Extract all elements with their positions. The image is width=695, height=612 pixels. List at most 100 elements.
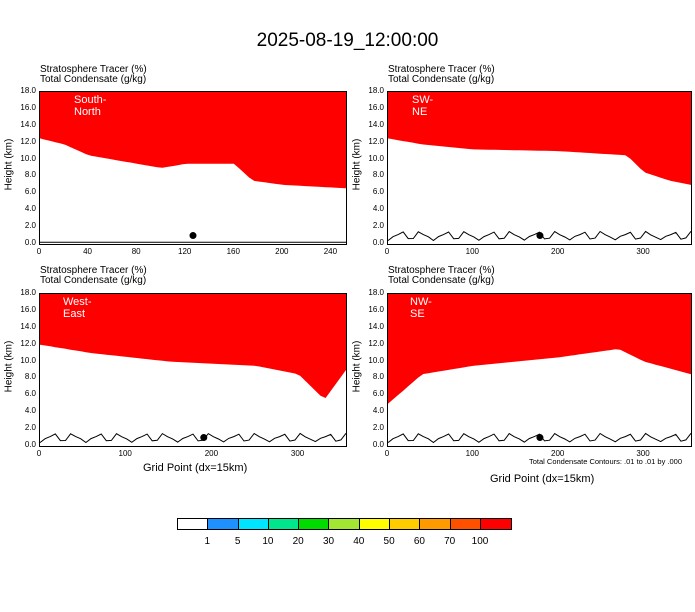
- y-tick-label: 14.0: [20, 119, 36, 129]
- y-tick-label: 18.0: [20, 288, 36, 297]
- y-tick-label: 10.0: [20, 153, 36, 163]
- y-tick-label: 10.0: [20, 355, 36, 365]
- plot-area: [39, 293, 347, 447]
- y-tick-label: 2.0: [24, 221, 36, 231]
- x-tick-label: 240: [323, 247, 338, 256]
- colorbar-swatch: [208, 519, 239, 529]
- y-tick-label: 2.0: [372, 423, 384, 433]
- y-tick-label: 4.0: [372, 406, 384, 416]
- colorbar-swatch: [420, 519, 451, 529]
- y-tick-label: 6.0: [372, 389, 384, 399]
- tracer-band: [388, 92, 691, 185]
- y-tick-label: 2.0: [372, 221, 384, 231]
- x-tick-label: 300: [290, 449, 305, 458]
- colorbar-label: 20: [292, 536, 304, 547]
- colorbar-swatch: [450, 519, 481, 529]
- colorbar-label: 40: [353, 536, 365, 547]
- contour-footnote: Total Condensate Contours: .01 to .01 by…: [529, 457, 683, 466]
- colorbar-swatch: [329, 519, 360, 529]
- field-label-condensate: Total Condensate (g/kg): [40, 74, 147, 85]
- colorbar-label: 30: [322, 536, 335, 547]
- colorbar-swatch: [268, 519, 300, 529]
- x-tick-label: 120: [178, 247, 192, 256]
- y-tick-label: 10.0: [368, 355, 384, 365]
- y-tick-label: 18.0: [368, 86, 384, 95]
- x-axis-label: Grid Point (dx=15km): [143, 462, 248, 474]
- colorbar: [177, 518, 513, 530]
- y-tick-label: 18.0: [368, 288, 384, 297]
- y-tick-label: 6.0: [24, 187, 36, 197]
- tracer-field: [388, 92, 691, 242]
- field-label-tracer: Stratosphere Tracer (%): [388, 64, 495, 75]
- region-label: SW-NE: [412, 94, 434, 118]
- y-tick-label: 12.0: [20, 136, 36, 146]
- y-tick-label: 8.0: [24, 170, 36, 180]
- location-marker: [536, 434, 544, 442]
- tracer-band: [388, 294, 691, 404]
- x-tick-label: 80: [131, 247, 141, 256]
- region-label: South-North: [74, 94, 107, 118]
- colorbar-label: 100: [471, 536, 489, 547]
- colorbar-swatch: [238, 519, 269, 529]
- y-tick-label: 16.0: [20, 102, 36, 112]
- colorbar-label: 10: [262, 536, 274, 547]
- y-tick-label: 4.0: [372, 204, 384, 214]
- y-tick-label: 18.0: [20, 86, 36, 95]
- y-tick-label: 12.0: [368, 338, 384, 348]
- field-label-condensate: Total Condensate (g/kg): [388, 275, 495, 286]
- y-tick-label: 0.0: [24, 440, 36, 449]
- field-label-condensate: Total Condensate (g/kg): [40, 275, 147, 286]
- y-tick-label: 16.0: [368, 304, 384, 314]
- x-tick-label: 200: [551, 449, 565, 458]
- page-title: 2025-08-19_12:00:00: [256, 30, 439, 51]
- x-axis-label: Grid Point (dx=15km): [490, 473, 595, 485]
- x-tick-label: 200: [204, 449, 219, 458]
- tracer-field: [40, 294, 346, 444]
- x-tick-label: 160: [226, 247, 240, 256]
- field-label-tracer: Stratosphere Tracer (%): [40, 64, 147, 75]
- y-tick-label: 16.0: [368, 102, 384, 112]
- field-label-tracer: Stratosphere Tracer (%): [40, 265, 147, 276]
- x-tick-label: 100: [465, 247, 480, 256]
- plot-area: [387, 91, 692, 245]
- field-label-tracer: Stratosphere Tracer (%): [388, 265, 495, 276]
- y-tick-label: 8.0: [24, 372, 36, 382]
- region-label: West-East: [63, 296, 92, 320]
- terrain-line: [40, 432, 346, 444]
- tracer-band: [40, 92, 346, 189]
- y-tick-label: 6.0: [372, 187, 384, 197]
- y-tick-label: 14.0: [368, 321, 384, 331]
- colorbar-label: 70: [444, 536, 456, 547]
- y-tick-label: 0.0: [372, 238, 384, 247]
- colorbar-label: 1: [204, 536, 211, 547]
- y-tick-label: 12.0: [368, 136, 384, 146]
- y-tick-label: 4.0: [24, 406, 36, 416]
- x-tick-label: 100: [465, 449, 480, 458]
- colorbar-label: 60: [413, 536, 425, 547]
- location-marker: [536, 232, 544, 240]
- y-tick-label: 0.0: [372, 440, 384, 449]
- tracer-band: [40, 294, 346, 398]
- x-tick-label: 0: [384, 247, 390, 256]
- colorbar-swatch: [178, 519, 209, 529]
- tracer-field: [40, 92, 346, 243]
- plot-area: [39, 91, 347, 245]
- y-tick-label: 12.0: [20, 338, 36, 348]
- x-tick-label: 0: [36, 247, 42, 256]
- y-tick-label: 14.0: [368, 119, 384, 129]
- colorbar-label: 50: [383, 536, 395, 547]
- y-tick-label: 2.0: [24, 423, 36, 433]
- plot-area: [387, 293, 692, 447]
- x-tick-label: 200: [551, 247, 565, 256]
- region-label: NW-SE: [410, 296, 432, 320]
- x-tick-label: 40: [83, 247, 93, 256]
- field-label-condensate: Total Condensate (g/kg): [388, 74, 495, 85]
- tracer-field: [388, 294, 691, 444]
- y-tick-label: 8.0: [372, 372, 384, 382]
- y-tick-label: 6.0: [24, 389, 36, 399]
- y-tick-label: 4.0: [24, 204, 36, 214]
- y-tick-label: 14.0: [20, 321, 36, 331]
- x-tick-label: 0: [384, 449, 390, 458]
- y-tick-label: 0.0: [24, 238, 36, 247]
- x-tick-label: 200: [275, 247, 289, 256]
